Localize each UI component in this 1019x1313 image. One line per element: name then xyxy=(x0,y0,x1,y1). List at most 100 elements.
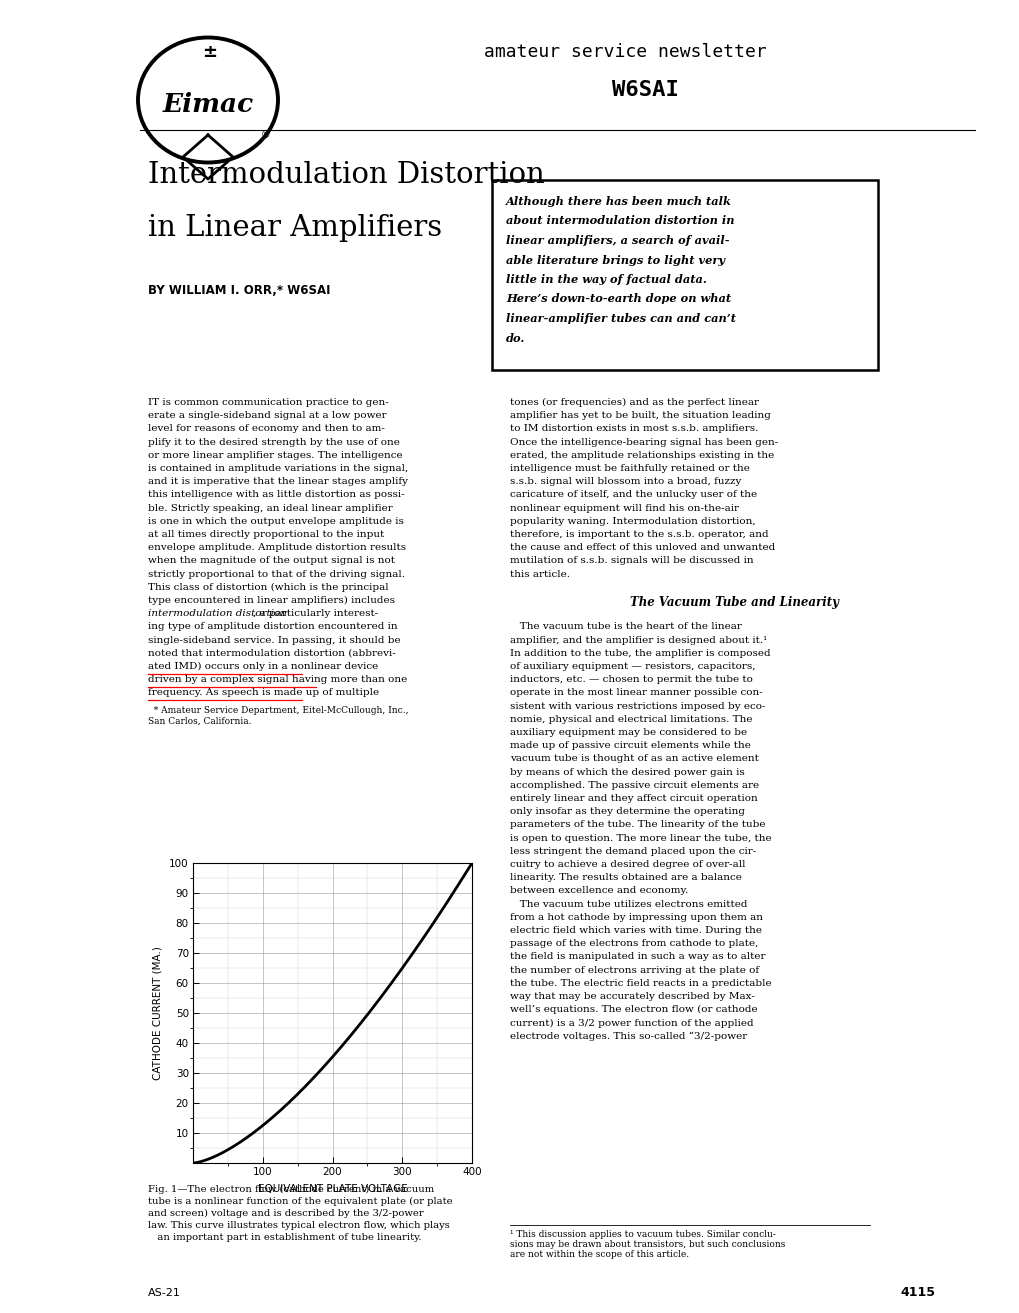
Text: and it is imperative that the linear stages amplify: and it is imperative that the linear sta… xyxy=(148,477,408,486)
Text: ing type of amplitude distortion encountered in: ing type of amplitude distortion encount… xyxy=(148,622,397,632)
Text: IT is common communication practice to gen-: IT is common communication practice to g… xyxy=(148,398,388,407)
Text: In addition to the tube, the amplifier is composed: In addition to the tube, the amplifier i… xyxy=(510,649,770,658)
Text: the cause and effect of this unloved and unwanted: the cause and effect of this unloved and… xyxy=(510,544,774,553)
Text: San Carlos, California.: San Carlos, California. xyxy=(148,717,252,726)
Text: The vacuum tube utilizes electrons emitted: The vacuum tube utilizes electrons emitt… xyxy=(510,899,747,909)
Text: ble. Strictly speaking, an ideal linear amplifier: ble. Strictly speaking, an ideal linear … xyxy=(148,504,392,512)
Text: from a hot cathode by impressing upon them an: from a hot cathode by impressing upon th… xyxy=(510,913,762,922)
Text: linear-amplifier tubes can and can’t: linear-amplifier tubes can and can’t xyxy=(505,312,736,324)
Text: intelligence must be faithfully retained or the: intelligence must be faithfully retained… xyxy=(510,463,749,473)
Text: amateur service newsletter: amateur service newsletter xyxy=(483,43,765,60)
X-axis label: EQUIVALENT PLATE VOLTAGE: EQUIVALENT PLATE VOLTAGE xyxy=(258,1184,407,1194)
Text: level for reasons of economy and then to am-: level for reasons of economy and then to… xyxy=(148,424,384,433)
Text: little in the way of factual data.: little in the way of factual data. xyxy=(505,274,706,285)
Text: intermodulation distortion: intermodulation distortion xyxy=(148,609,286,618)
Bar xyxy=(491,180,877,370)
Text: this intelligence with as little distortion as possi-: this intelligence with as little distort… xyxy=(148,490,405,499)
Text: 4115: 4115 xyxy=(899,1287,934,1300)
Text: by means of which the desired power gain is: by means of which the desired power gain… xyxy=(510,768,744,776)
Text: BY WILLIAM I. ORR,* W6SAI: BY WILLIAM I. ORR,* W6SAI xyxy=(148,284,330,297)
Text: to IM distortion exists in most s.s.b. amplifiers.: to IM distortion exists in most s.s.b. a… xyxy=(510,424,758,433)
Text: Although there has been much talk: Although there has been much talk xyxy=(505,196,732,207)
Text: sistent with various restrictions imposed by eco-: sistent with various restrictions impose… xyxy=(510,701,764,710)
Text: driven by a complex signal having more than one: driven by a complex signal having more t… xyxy=(148,675,407,684)
Text: accomplished. The passive circuit elements are: accomplished. The passive circuit elemen… xyxy=(510,781,758,790)
Text: entirely linear and they affect circuit operation: entirely linear and they affect circuit … xyxy=(510,794,757,804)
Text: only insofar as they determine the operating: only insofar as they determine the opera… xyxy=(510,807,744,817)
Text: in Linear Amplifiers: in Linear Amplifiers xyxy=(148,214,441,242)
Text: is contained in amplitude variations in the signal,: is contained in amplitude variations in … xyxy=(148,463,408,473)
Text: Eimac: Eimac xyxy=(162,92,254,117)
Text: amplifier, and the amplifier is designed about it.¹: amplifier, and the amplifier is designed… xyxy=(510,635,766,645)
Text: This class of distortion (which is the principal: This class of distortion (which is the p… xyxy=(148,583,388,592)
Text: current) is a 3/2 power function of the applied: current) is a 3/2 power function of the … xyxy=(510,1019,753,1028)
Text: is open to question. The more linear the tube, the: is open to question. The more linear the… xyxy=(510,834,770,843)
Text: passage of the electrons from cathode to plate,: passage of the electrons from cathode to… xyxy=(510,939,758,948)
Text: caricature of itself, and the unlucky user of the: caricature of itself, and the unlucky us… xyxy=(510,490,756,499)
Text: the field is manipulated in such a way as to alter: the field is manipulated in such a way a… xyxy=(510,952,764,961)
Text: linear amplifiers, a search of avail-: linear amplifiers, a search of avail- xyxy=(505,235,729,246)
Text: this article.: this article. xyxy=(510,570,570,579)
Text: The vacuum tube is the heart of the linear: The vacuum tube is the heart of the line… xyxy=(510,622,741,632)
Text: erate a single-sideband signal at a low power: erate a single-sideband signal at a low … xyxy=(148,411,386,420)
Text: and screen) voltage and is described by the 3/2-power: and screen) voltage and is described by … xyxy=(148,1209,423,1218)
Text: about intermodulation distortion in: about intermodulation distortion in xyxy=(505,215,734,227)
Text: way that may be accurately described by Max-: way that may be accurately described by … xyxy=(510,993,754,1001)
Text: therefore, is important to the s.s.b. operator, and: therefore, is important to the s.s.b. op… xyxy=(510,530,768,540)
Text: law. This curve illustrates typical electron flow, which plays: law. This curve illustrates typical elec… xyxy=(148,1221,449,1230)
Text: ¹ This discussion applies to vacuum tubes. Similar conclu-: ¹ This discussion applies to vacuum tube… xyxy=(510,1230,775,1239)
Text: an important part in establishment of tube linearity.: an important part in establishment of tu… xyxy=(148,1233,421,1242)
Text: parameters of the tube. The linearity of the tube: parameters of the tube. The linearity of… xyxy=(510,821,764,830)
Text: ated IMD) occurs only in a nonlinear device: ated IMD) occurs only in a nonlinear dev… xyxy=(148,662,378,671)
Text: frequency. As speech is made up of multiple: frequency. As speech is made up of multi… xyxy=(148,688,379,697)
Text: nomie, physical and electrical limitations. The: nomie, physical and electrical limitatio… xyxy=(510,714,752,723)
Text: type encountered in linear amplifiers) includes: type encountered in linear amplifiers) i… xyxy=(148,596,394,605)
Text: mutilation of s.s.b. signals will be discussed in: mutilation of s.s.b. signals will be dis… xyxy=(510,557,753,566)
Text: are not within the scope of this article.: are not within the scope of this article… xyxy=(510,1250,689,1259)
Text: less stringent the demand placed upon the cir-: less stringent the demand placed upon th… xyxy=(510,847,755,856)
Text: , a particularly interest-: , a particularly interest- xyxy=(253,609,378,618)
Text: sions may be drawn about transistors, but such conclusions: sions may be drawn about transistors, bu… xyxy=(510,1239,785,1249)
Text: envelope amplitude. Amplitude distortion results: envelope amplitude. Amplitude distortion… xyxy=(148,544,406,553)
Text: or more linear amplifier stages. The intelligence: or more linear amplifier stages. The int… xyxy=(148,450,403,460)
Text: nonlinear equipment will find his on-the-air: nonlinear equipment will find his on-the… xyxy=(510,504,739,512)
Text: noted that intermodulation distortion (abbrevi-: noted that intermodulation distortion (a… xyxy=(148,649,395,658)
Y-axis label: CATHODE CURRENT (MA.): CATHODE CURRENT (MA.) xyxy=(152,947,162,1079)
Text: single-sideband service. In passing, it should be: single-sideband service. In passing, it … xyxy=(148,635,400,645)
Text: inductors, etc. — chosen to permit the tube to: inductors, etc. — chosen to permit the t… xyxy=(510,675,752,684)
Text: the tube. The electric field reacts in a predictable: the tube. The electric field reacts in a… xyxy=(510,978,770,987)
Text: The Vacuum Tube and Linearity: The Vacuum Tube and Linearity xyxy=(630,596,839,609)
Text: made up of passive circuit elements while the: made up of passive circuit elements whil… xyxy=(510,742,750,750)
Text: ±: ± xyxy=(203,43,217,60)
Text: Intermodulation Distortion: Intermodulation Distortion xyxy=(148,161,544,189)
Text: able literature brings to light very: able literature brings to light very xyxy=(505,255,725,265)
Text: do.: do. xyxy=(505,332,525,344)
Text: popularity waning. Intermodulation distortion,: popularity waning. Intermodulation disto… xyxy=(510,517,755,525)
Text: electric field which varies with time. During the: electric field which varies with time. D… xyxy=(510,926,761,935)
Text: strictly proportional to that of the driving signal.: strictly proportional to that of the dri… xyxy=(148,570,405,579)
Text: operate in the most linear manner possible con-: operate in the most linear manner possib… xyxy=(510,688,762,697)
Text: cuitry to achieve a desired degree of over-all: cuitry to achieve a desired degree of ov… xyxy=(510,860,745,869)
Text: plify it to the desired strength by the use of one: plify it to the desired strength by the … xyxy=(148,437,399,446)
Text: is one in which the output envelope amplitude is: is one in which the output envelope ampl… xyxy=(148,517,404,525)
Text: when the magnitude of the output signal is not: when the magnitude of the output signal … xyxy=(148,557,394,566)
Text: well’s equations. The electron flow (or cathode: well’s equations. The electron flow (or … xyxy=(510,1006,757,1015)
Text: s.s.b. signal will blossom into a broad, fuzzy: s.s.b. signal will blossom into a broad,… xyxy=(510,477,741,486)
Text: Here’s down-to-earth dope on what: Here’s down-to-earth dope on what xyxy=(505,294,731,305)
Text: the number of electrons arriving at the plate of: the number of electrons arriving at the … xyxy=(510,965,758,974)
Text: electrode voltages. This so-called “3/2-power: electrode voltages. This so-called “3/2-… xyxy=(510,1032,747,1041)
Text: between excellence and economy.: between excellence and economy. xyxy=(510,886,688,895)
Text: ®: ® xyxy=(261,130,271,140)
Text: AS-21: AS-21 xyxy=(148,1288,180,1299)
Text: Fig. 1—The electron flow (cathode current) in a vacuum: Fig. 1—The electron flow (cathode curren… xyxy=(148,1186,434,1194)
Text: vacuum tube is thought of as an active element: vacuum tube is thought of as an active e… xyxy=(510,755,758,763)
Text: * Amateur Service Department, Eitel-McCullough, Inc.,: * Amateur Service Department, Eitel-McCu… xyxy=(148,705,408,714)
Text: Once the intelligence-bearing signal has been gen-: Once the intelligence-bearing signal has… xyxy=(510,437,777,446)
Text: erated, the amplitude relationships existing in the: erated, the amplitude relationships exis… xyxy=(510,450,773,460)
Text: linearity. The results obtained are a balance: linearity. The results obtained are a ba… xyxy=(510,873,741,882)
Text: W6SAI: W6SAI xyxy=(611,80,678,100)
Text: tones (or frequencies) and as the perfect linear: tones (or frequencies) and as the perfec… xyxy=(510,398,758,407)
Text: tube is a nonlinear function of the equivalent plate (or plate: tube is a nonlinear function of the equi… xyxy=(148,1197,452,1207)
Text: at all times directly proportional to the input: at all times directly proportional to th… xyxy=(148,530,384,540)
Text: of auxiliary equipment — resistors, capacitors,: of auxiliary equipment — resistors, capa… xyxy=(510,662,755,671)
